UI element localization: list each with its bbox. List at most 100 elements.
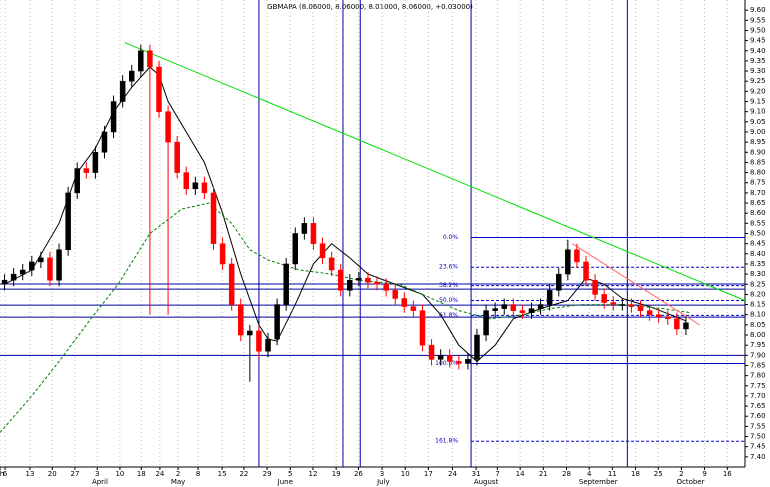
candle-body	[265, 338, 271, 352]
candle-body	[537, 304, 544, 309]
y-tick-label: 8.85	[750, 158, 766, 166]
x-tick-label: 26	[354, 470, 363, 478]
x-tick-label: 24	[448, 470, 457, 478]
candle-body	[665, 316, 671, 320]
y-tick-label: 9.00	[750, 128, 766, 136]
candle-body	[401, 298, 408, 307]
candle-body	[10, 273, 17, 281]
candle-body	[83, 168, 90, 173]
y-tick-label: 9.55	[750, 16, 766, 24]
candle-body	[483, 310, 489, 336]
x-tick-label: 19	[332, 470, 341, 478]
month-label: August	[474, 478, 499, 486]
x-tick-label: 4	[587, 470, 592, 478]
x-tick-label: 9	[702, 470, 706, 478]
y-tick-label: 8.35	[750, 260, 766, 268]
candle-body	[138, 50, 144, 72]
candle-body	[601, 294, 607, 303]
fib-label: 100.0%	[435, 360, 458, 367]
fib-label: 0.0%	[443, 234, 459, 241]
candle-body	[210, 192, 217, 244]
y-tick-label: 8.50	[750, 230, 766, 238]
y-tick-label: 9.40	[750, 47, 766, 55]
candle-body	[646, 310, 653, 315]
y-tick-label: 8.30	[750, 270, 766, 278]
candle-body	[392, 290, 398, 299]
candle-body	[437, 355, 444, 360]
candle-body	[446, 355, 453, 362]
y-tick-label: 9.45	[750, 37, 766, 45]
y-tick-label: 8.20	[750, 290, 766, 298]
x-tick-label: 6	[3, 470, 8, 478]
candle-body	[38, 257, 44, 263]
candle-body	[165, 111, 171, 143]
candle-body	[228, 263, 235, 305]
candle-body	[583, 261, 589, 281]
candle-body	[465, 359, 471, 364]
y-tick-label: 9.30	[750, 67, 766, 75]
x-tick-label: 18	[631, 470, 640, 478]
candle-body	[301, 223, 308, 234]
y-tick-label: 9.20	[750, 87, 766, 95]
x-tick-label: 17	[424, 470, 433, 478]
candle-body	[183, 172, 189, 190]
candle-body	[19, 269, 26, 275]
candle-body	[247, 330, 253, 336]
fib-label: 38.2%	[439, 282, 458, 289]
x-tick-label: 10	[115, 470, 124, 478]
x-tick-label: 20	[48, 470, 57, 478]
x-tick-label: 2	[679, 470, 683, 478]
y-tick-label: 7.80	[750, 372, 766, 380]
y-tick-label: 8.25	[750, 280, 766, 288]
y-tick-label: 9.50	[750, 26, 766, 34]
candle-body	[29, 261, 35, 271]
y-tick-label: 8.55	[750, 219, 766, 227]
candle-body	[683, 322, 689, 330]
chart-title: GBMAPA (8.06000, 8.06000, 8.01000, 8.060…	[267, 3, 473, 11]
x-tick-label: ch	[0, 470, 4, 478]
x-tick-label: 27	[70, 470, 79, 478]
candle-body	[474, 334, 480, 360]
candle-body	[47, 257, 53, 281]
candle-body	[101, 131, 108, 153]
month-label: July	[376, 478, 390, 486]
x-tick-label: 14	[516, 470, 525, 478]
x-tick-label: 11	[608, 470, 617, 478]
y-tick-label: 9.10	[750, 108, 766, 116]
candle-body	[74, 168, 80, 194]
x-tick-label: 10	[401, 470, 410, 478]
candle-body	[337, 269, 344, 291]
candle-body	[637, 306, 644, 311]
x-tick-label: 8	[196, 470, 200, 478]
candle-body	[419, 310, 426, 346]
candle-body	[347, 279, 353, 291]
candle-body	[328, 257, 335, 271]
candle-body	[510, 304, 517, 311]
y-tick-label: 9.15	[750, 98, 766, 106]
y-tick-label: 7.85	[750, 361, 766, 369]
candle-body	[128, 70, 135, 82]
candle-body	[565, 249, 571, 275]
candle-body	[519, 310, 526, 313]
candle-body	[356, 277, 362, 281]
candle-body	[238, 304, 244, 336]
line-series	[124, 42, 746, 301]
x-tick-label: 3	[95, 470, 99, 478]
y-tick-label: 8.15	[750, 301, 766, 309]
candle-body	[274, 304, 280, 340]
line-series	[4, 66, 687, 363]
y-tick-label: 8.70	[750, 189, 766, 197]
x-tick-label: 16	[723, 470, 732, 478]
y-tick-label: 8.00	[750, 331, 766, 339]
candle-body	[110, 101, 117, 133]
x-tick-label: 2	[176, 470, 180, 478]
x-tick-label: 22	[239, 470, 248, 478]
candle-body	[283, 263, 289, 305]
candle-body	[319, 243, 326, 259]
fib-label: 61.8%	[439, 312, 458, 319]
x-tick-label: 7	[495, 470, 499, 478]
candle-body	[1, 279, 8, 285]
candle-body	[56, 249, 62, 281]
y-tick-label: 9.05	[750, 118, 766, 126]
